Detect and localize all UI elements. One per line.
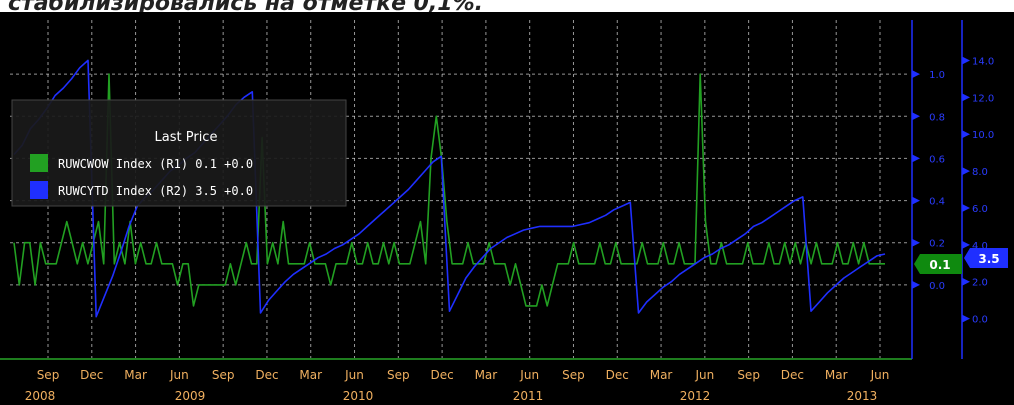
series-line-ruwcwow (13, 73, 885, 307)
r1-tick-marker (912, 280, 920, 289)
r2-tick-marker (962, 167, 970, 176)
r1-tick-marker (912, 154, 920, 163)
r2-tick-marker (962, 130, 970, 139)
chart-background (0, 12, 1014, 405)
caption-text: стабилизировались на отметке 0,1%. (8, 0, 484, 15)
x-tick-label: Sep (212, 368, 235, 382)
x-tick-label: Dec (255, 368, 278, 382)
r2-tick-label: 14.0 (972, 56, 994, 67)
r2-last-value-label: 3.5 (978, 252, 999, 266)
x-tick-label: Dec (430, 368, 453, 382)
r1-tick-label: 0.2 (929, 239, 945, 250)
r2-tick-marker (962, 203, 970, 212)
x-tick-label: Sep (37, 368, 60, 382)
r2-tick-marker (962, 56, 970, 65)
x-tick-label: Sep (562, 368, 585, 382)
x-tick-label: Jun (344, 368, 364, 382)
r2-tick-label: 0.0 (972, 315, 988, 326)
x-year-label: 2010 (343, 389, 374, 403)
x-tick-label: Mar (299, 368, 322, 382)
r2-tick-label: 12.0 (972, 93, 994, 104)
legend-entry-ruwcwow: RUWCWOW Index (R1) 0.1 +0.0 (58, 157, 253, 171)
r1-tick-label: 0.4 (929, 197, 945, 208)
x-tick-label: Jun (694, 368, 714, 382)
x-tick-label: Sep (737, 368, 760, 382)
legend-title: Last Price (155, 130, 218, 145)
x-tick-label: Mar (650, 368, 673, 382)
x-tick-label: Mar (825, 368, 848, 382)
r1-tick-marker (912, 196, 920, 205)
legend-swatch-ruwcytd (30, 181, 48, 199)
x-tick-label: Mar (124, 368, 147, 382)
r2-tick-label: 2.0 (972, 278, 988, 289)
x-tick-label: Dec (781, 368, 804, 382)
x-tick-label: Jun (870, 368, 890, 382)
r1-last-value-label: 0.1 (929, 258, 950, 272)
r2-tick-marker (962, 277, 970, 286)
r1-tick-marker (912, 112, 920, 121)
x-year-label: 2013 (847, 389, 878, 403)
r1-tick-label: 1.0 (929, 70, 945, 81)
r2-tick-marker (962, 314, 970, 323)
x-tick-label: Dec (80, 368, 103, 382)
legend-swatch-ruwcwow (30, 154, 48, 172)
chart-container: Sep Dec Mar Jun Sep Dec Mar Jun Sep Dec Mar Jun Sep D… (0, 12, 1014, 405)
r2-tick-label: 6.0 (972, 204, 988, 215)
chart-svg: Sep Dec Mar Jun Sep Dec Mar Jun Sep Dec Mar Jun Sep D… (0, 12, 1014, 405)
x-year-label: 2011 (513, 389, 544, 403)
legend-entry-ruwcytd: RUWCYTD Index (R2) 3.5 +0.0 (58, 184, 253, 198)
r1-tick-label: 0.8 (929, 112, 945, 123)
r2-last-value-badge (964, 248, 1008, 268)
x-year-label: 2009 (175, 389, 206, 403)
x-tick-label: Jun (519, 368, 539, 382)
r1-tick-marker (912, 70, 920, 79)
x-tick-label: Jun (169, 368, 189, 382)
x-tick-label: Mar (475, 368, 498, 382)
r2-tick-label: 8.0 (972, 167, 988, 178)
r1-tick-marker (912, 238, 920, 247)
x-tick-label: Sep (387, 368, 410, 382)
r2-tick-label: 4.0 (972, 241, 988, 252)
r2-tick-label: 10.0 (972, 130, 994, 141)
r2-tick-marker (962, 240, 970, 249)
x-tick-label: Dec (606, 368, 629, 382)
r1-tick-label: 0.6 (929, 154, 945, 165)
x-year-label: 2012 (680, 389, 711, 403)
legend-box (11, 99, 347, 207)
x-year-label: 2008 (25, 389, 56, 403)
r1-tick-label: 0.0 (929, 281, 945, 292)
r1-last-value-badge (914, 254, 962, 274)
r2-tick-marker (962, 93, 970, 102)
